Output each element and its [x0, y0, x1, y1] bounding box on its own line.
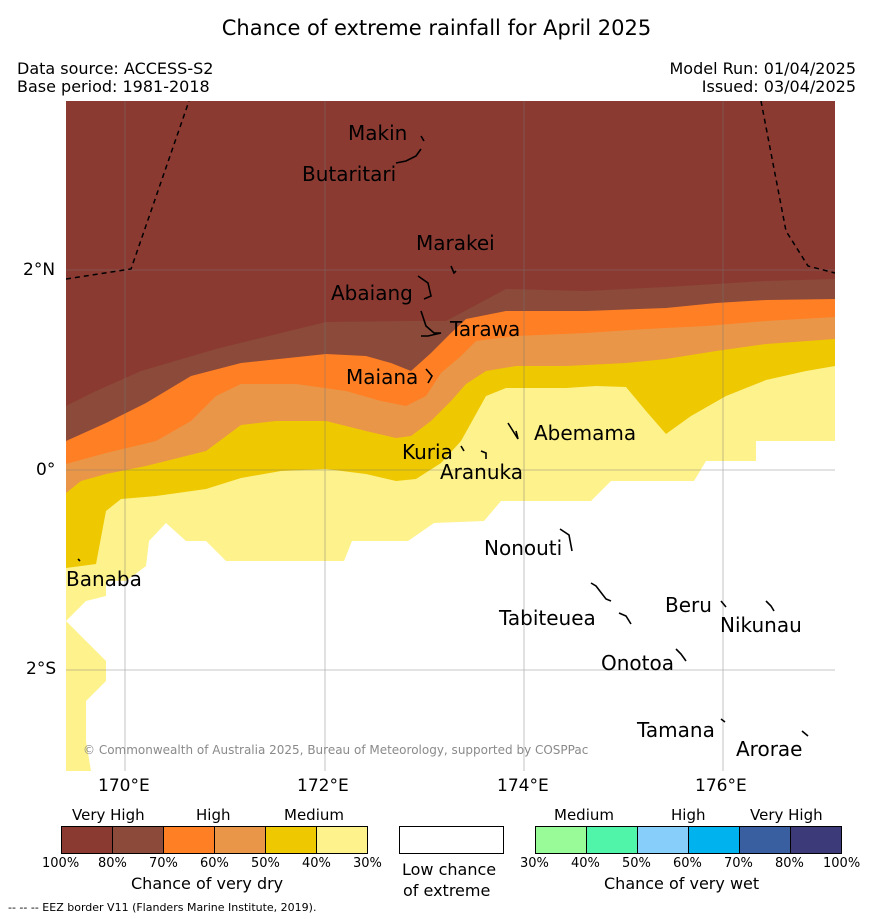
legend-wet-tick-70: 70% [724, 856, 753, 871]
lon-label-172e: 172°E [297, 776, 349, 796]
legend-dry-tick-40: 40% [302, 856, 331, 871]
place-label-marakei: Marakei [416, 231, 495, 255]
eez-border [66, 101, 835, 280]
legend-swatch-wet-3 [638, 827, 689, 853]
map-title: Chance of extreme rainfall for April 202… [221, 16, 652, 40]
copyright-notice: © Commonwealth of Australia 2025, Bureau… [83, 743, 588, 757]
lon-label-174e: 174°E [497, 776, 549, 796]
place-label-kuria: Kuria [402, 440, 453, 464]
legend-dry-tick-30: 30% [353, 856, 382, 871]
legend-wet-tick-30: 30% [520, 856, 549, 871]
legend-dry-tick-70: 70% [149, 856, 178, 871]
zone-dry-medium-2-patch [66, 621, 106, 771]
legend-dry-tick-100: 100% [42, 856, 80, 871]
legend-wet-bar [535, 826, 842, 854]
place-label-tabiteuea: Tabiteuea [498, 606, 596, 630]
lat-label-2s: 2°S [26, 659, 57, 679]
model-run-text: Model Run: 01/04/2025 [669, 59, 857, 78]
legend-low-caption-2: of extreme [403, 881, 491, 900]
place-label-butaritari: Butaritari [302, 162, 396, 186]
lon-label-170e: 170°E [98, 776, 150, 796]
place-label-beru: Beru [665, 593, 712, 617]
legend-wet-very-high-label: Very High [750, 806, 823, 824]
legend-dry-tick-60: 60% [200, 856, 229, 871]
place-label-nonouti: Nonouti [484, 536, 562, 560]
place-label-abemama: Abemama [534, 421, 636, 445]
zone-low-chance [66, 441, 835, 771]
place-label-onotoa: Onotoa [601, 651, 674, 675]
place-label-arorae: Arorae [736, 737, 802, 761]
place-label-banaba: Banaba [66, 567, 142, 591]
legend-wet-tick-80: 80% [775, 856, 804, 871]
legend-dry-bar [61, 826, 368, 854]
lon-label-176e: 176°E [695, 776, 747, 796]
data-source-text: Data source: ACCESS-S2 [17, 59, 214, 78]
legend-wet-high-label: High [671, 806, 706, 824]
place-label-maiana: Maiana [346, 365, 418, 389]
legend-dry-medium-label: Medium [284, 806, 344, 824]
legend-swatch-dry-1 [62, 827, 113, 853]
place-label-abaiang: Abaiang [331, 281, 413, 305]
legend-swatch-dry-5 [266, 827, 317, 853]
lat-label-0: 0° [36, 460, 56, 480]
lat-label-2n: 2°N [23, 260, 56, 280]
legend-wet-medium-label: Medium [554, 806, 614, 824]
place-label-makin: Makin [348, 121, 407, 145]
base-period-text: Base period: 1981-2018 [17, 77, 210, 96]
legend-swatch-wet-1 [536, 827, 587, 853]
rainfall-map: Makin Butaritari Marakei Abaiang Tarawa … [66, 101, 835, 771]
eez-footnote: -- -- -- EEZ border V11 (Flanders Marine… [8, 901, 317, 914]
legend-wet-tick-50: 50% [622, 856, 651, 871]
place-label-aranuka: Aranuka [440, 460, 523, 484]
place-label-nikunau: Nikunau [720, 613, 802, 637]
legend-swatch-wet-2 [587, 827, 638, 853]
legend-swatch-dry-3 [164, 827, 215, 853]
legend-swatch-low-chance [399, 826, 504, 854]
graticule [66, 101, 835, 771]
legend-dry-tick-50: 50% [251, 856, 280, 871]
legend-low-caption-1: Low chance [402, 860, 497, 879]
legend-dry-high-label: High [196, 806, 231, 824]
legend-dry-tick-80: 80% [98, 856, 127, 871]
legend-dry-very-high-label: Very High [72, 806, 145, 824]
legend-swatch-wet-5 [740, 827, 791, 853]
legend-swatch-dry-4 [215, 827, 266, 853]
legend-wet-tick-40: 40% [571, 856, 600, 871]
issued-text: Issued: 03/04/2025 [701, 77, 856, 96]
legend-swatch-dry-2 [113, 827, 164, 853]
legend-wet-caption: Chance of very wet [604, 874, 760, 893]
legend-swatch-dry-6 [317, 827, 367, 853]
place-label-tarawa: Tarawa [449, 317, 520, 341]
legend-wet-tick-60: 60% [673, 856, 702, 871]
legend-wet-tick-100: 100% [823, 856, 861, 871]
island-outlines [77, 135, 809, 737]
legend-swatch-wet-6 [791, 827, 841, 853]
place-label-tamana: Tamana [636, 718, 715, 742]
legend-dry-caption: Chance of very dry [131, 874, 284, 893]
legend-swatch-wet-4 [689, 827, 740, 853]
